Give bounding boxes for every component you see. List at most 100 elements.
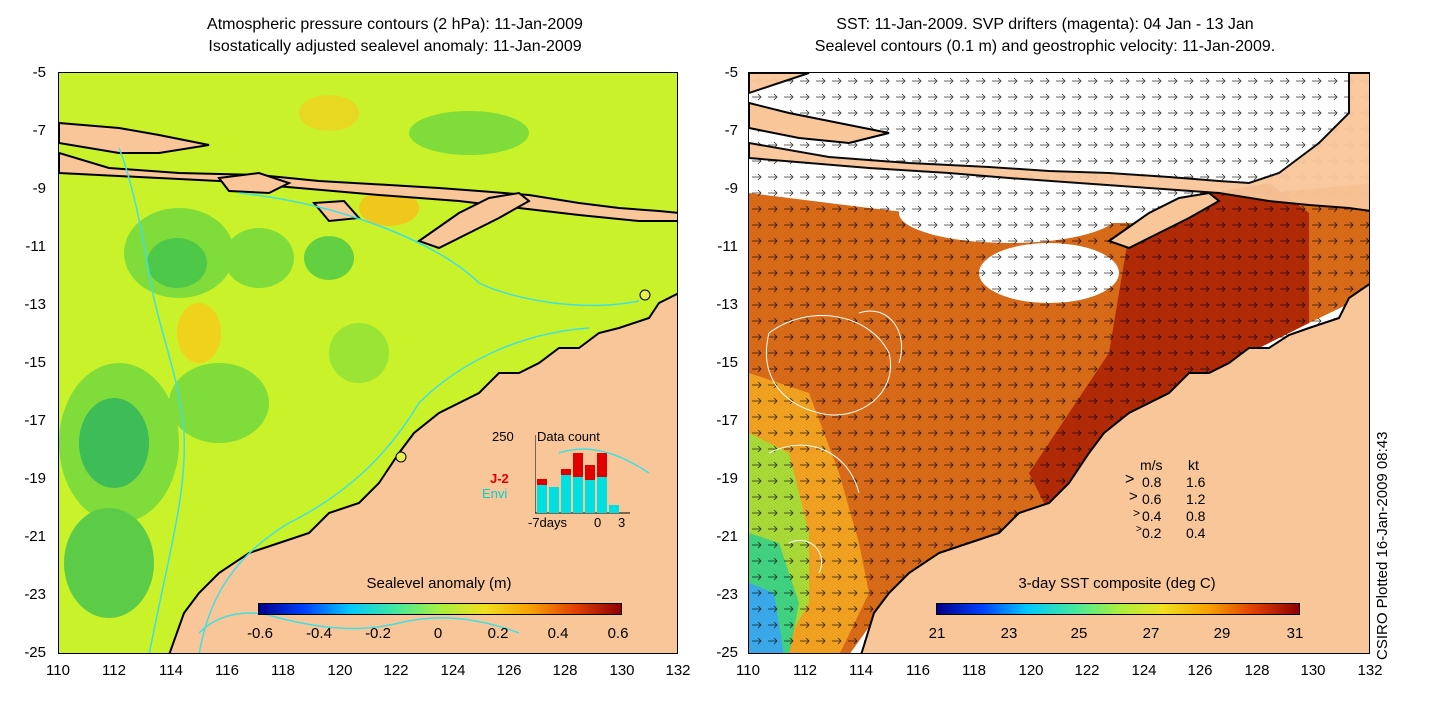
x-tick: 122 [383, 662, 409, 679]
sealevel-contour [765, 315, 891, 416]
inset-x-zero: 0 [594, 515, 602, 530]
island-landmass [217, 171, 292, 195]
inset-x-right: 3 [618, 515, 626, 530]
station-marker [395, 451, 407, 463]
hist-bar [585, 480, 595, 513]
hist-bar [537, 485, 547, 513]
right-map-panel [748, 72, 1370, 654]
x-tick: 126 [496, 662, 522, 679]
y-tick: -17 [24, 412, 46, 429]
velocity-legend-arrow: > [1133, 506, 1141, 520]
x-tick: 112 [102, 662, 126, 679]
island-landmass [59, 121, 210, 154]
velocity-legend-ms: 0.6 [1142, 491, 1162, 507]
x-tick: 118 [271, 662, 295, 679]
x-tick: 132 [1357, 662, 1383, 679]
inset-series-j2: J-2 [490, 471, 509, 486]
sealevel-contour [858, 310, 903, 364]
histogram-bars [535, 435, 630, 514]
left-cb-tick: -0.6 [247, 625, 273, 642]
pressure-contour [198, 612, 520, 634]
hist-bar [609, 505, 619, 513]
left-cb-tick: 0.4 [547, 625, 569, 642]
hist-bar [549, 487, 559, 513]
x-tick: 120 [327, 662, 353, 679]
x-tick: 130 [1300, 662, 1326, 679]
hist-bar [561, 475, 571, 513]
velocity-legend-header-ms: m/s [1140, 457, 1163, 473]
island-landmass [1106, 191, 1221, 250]
australia-landmass [168, 292, 677, 653]
inset-series-envi: Envi [482, 486, 508, 501]
y-tick: -13 [24, 296, 46, 313]
x-tick: 124 [440, 662, 466, 679]
hist-bar [597, 477, 607, 513]
x-tick: 110 [46, 662, 70, 679]
data-count-inset: 250 Data count J-2 Envi -7days 0 3 [480, 425, 640, 535]
y-tick: -7 [32, 122, 46, 139]
x-tick: 114 [849, 662, 873, 679]
velocity-legend-arrow: > [1136, 524, 1142, 535]
anomaly-low-blob [224, 228, 294, 288]
y-tick: -19 [716, 470, 738, 487]
right-colorbar-label: 3-day SST composite (deg C) [1018, 575, 1216, 592]
left-colorbar-label: Sealevel anomaly (m) [366, 575, 512, 592]
anomaly-low-blob [329, 323, 389, 383]
x-tick: 126 [1187, 662, 1213, 679]
hist-bar [585, 465, 595, 480]
anomaly-high-blob [299, 95, 359, 131]
y-tick: -11 [25, 238, 46, 255]
y-tick: -25 [716, 644, 738, 661]
anomaly-low-blob [304, 236, 354, 280]
left-map-panel [58, 72, 678, 654]
right-cb-tick: 29 [1213, 625, 1231, 642]
right-cb-tick: 31 [1286, 625, 1304, 642]
hist-bar [597, 453, 607, 477]
y-tick: -23 [716, 586, 738, 603]
pressure-contour [238, 192, 640, 307]
left-colorbar [258, 603, 622, 615]
velocity-legend-kt: 0.8 [1186, 508, 1206, 524]
hist-bar [573, 477, 583, 513]
pressure-contour [118, 147, 186, 653]
sealevel-contour [768, 444, 860, 494]
anomaly-low-blob [169, 363, 269, 443]
x-tick: 124 [1131, 662, 1157, 679]
sealevel-anomaly-map [59, 73, 677, 653]
island-landmass [749, 73, 1369, 212]
sst-map [749, 73, 1369, 653]
anomaly-low-blob [147, 238, 207, 288]
x-tick: 128 [552, 662, 578, 679]
anomaly-low-blob [64, 508, 154, 618]
y-tick: -5 [32, 64, 46, 81]
left-title-line2: Isostatically adjusted sealevel anomaly:… [208, 38, 582, 55]
hist-bar [561, 469, 571, 475]
x-tick: 120 [1018, 662, 1044, 679]
right-cb-tick: 25 [1070, 625, 1088, 642]
inset-max-label: 250 [492, 429, 514, 444]
right-cb-tick: 27 [1142, 625, 1160, 642]
inset-x-left: -7days [528, 515, 568, 530]
velocity-legend-ms: 0.4 [1142, 508, 1162, 524]
left-cb-tick: 0.6 [607, 625, 629, 642]
right-cb-tick: 23 [1000, 625, 1018, 642]
y-tick: -15 [716, 354, 738, 371]
sealevel-contour [788, 539, 823, 574]
left-cb-tick: 0 [433, 625, 443, 642]
right-colorbar [936, 603, 1300, 615]
pressure-contour [558, 448, 650, 474]
left-title-line1: Atmospheric pressure contours (2 hPa): 1… [207, 16, 583, 33]
anomaly-low-blob [409, 111, 529, 155]
right-title-line2: Sealevel contours (0.1 m) and geostrophi… [814, 38, 1276, 55]
y-tick: -17 [716, 412, 738, 429]
y-tick: -11 [717, 238, 738, 255]
hist-bar [537, 479, 547, 485]
velocity-legend-kt: 1.2 [1186, 491, 1206, 507]
right-cb-tick: 21 [928, 625, 946, 642]
y-tick: -7 [724, 122, 738, 139]
y-tick: -25 [24, 644, 46, 661]
hist-bar [573, 453, 583, 477]
station-marker [639, 289, 651, 301]
anomaly-high-blob [359, 190, 419, 226]
velocity-legend-kt: 1.6 [1186, 474, 1206, 490]
